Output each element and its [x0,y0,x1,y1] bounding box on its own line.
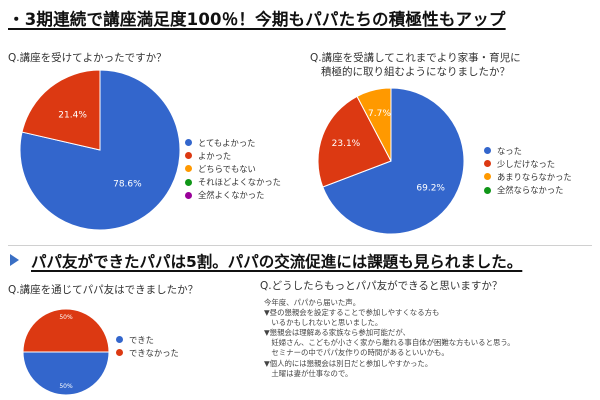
legend-label: 全然よくなかった [198,190,265,201]
pie-slice [322,87,465,235]
pie-data-label: 78.6% [113,179,142,189]
legend-swatch [484,147,491,155]
legend-label: とてもよかった [198,137,256,148]
pie-slice [356,87,392,162]
pie-slice [22,308,110,353]
section-divider [8,245,592,246]
headline-papa-friends: パパ友ができたパパは5割。パパの交流促進には課題も見られました。 [10,250,522,272]
legend-label: なった [497,145,522,156]
comment-line: いるかもしれないと思いました。 [264,318,383,328]
comment-line: ▼懇親会は理解ある家族なら参加可能だが、 [264,328,410,338]
legend-item: あまりならなかった [484,170,572,183]
legend-item: 全然よくなかった [185,189,281,202]
comment-line: 妊婦さん、こどもが小さく家から離れる事自体が困難な方もいると思う。 [264,338,515,348]
legend-label: よかった [198,150,232,161]
pie-chart-papa-friends: 50% 50% [22,308,110,396]
legend-label: 少しだけなった [497,158,556,169]
legend-label: あまりならなかった [497,171,572,182]
legend-item: なった [484,144,572,157]
comment-line: ▼昼の懇親会を設定することで参加しやすくなる方も [264,308,440,318]
legend-label: できなかった [129,347,179,358]
pie-slice [21,69,101,151]
legend-item: 少しだけなった [484,157,572,170]
pie-data-label: 7.7% [368,109,391,119]
legend-swatch [484,186,491,194]
legend-swatch [116,336,123,344]
pie-chart-satisfaction: 78.6% 21.4% [19,69,181,231]
legend-swatch [116,349,123,357]
comment-line: ▼個人的には懇親会は別日だと参加しやすかった。 [264,358,433,368]
pie-slice [22,351,110,396]
legend-item: よかった [185,149,281,162]
legend-label: それほどよくなかった [198,177,281,188]
legend-label: 全然ならなかった [497,185,564,196]
pie-data-label: 50% [59,314,73,321]
pie-chart-housework: 69.2% 23.1% 7.7% [317,87,465,235]
question-2-title-line-2: 積極的に取り組むようになりましたか？ [321,66,510,78]
legend-swatch [484,160,491,168]
headline-satisfaction: ・3期連続で講座満足度100％！今期もパパたちの積極性もアップ [8,10,506,29]
question-3-title: Q.講座を通じてパパ友はできましたか？ [8,284,199,296]
pie-data-label: 50% [59,383,73,390]
legend-item: どちらでもない [185,162,281,175]
parent-comments: 今年度、パパから届いた声。 ▼昼の懇親会を設定することで参加しやすくなる方も いる… [264,298,594,379]
legend-swatch [185,165,192,173]
arrow-right-icon [10,254,19,266]
legend-item: できなかった [116,346,179,359]
legend-item: できた [116,333,179,346]
question-2-title: Q.講座を受講してこれまでより家事・育児に 積極的に取り組むようになりましたか？ [310,51,521,79]
pie-data-label: 23.1% [332,139,361,149]
pie-data-label: 21.4% [58,111,87,121]
legend-swatch [185,152,192,160]
comment-line: 今年度、パパから届いた声。 [264,298,361,307]
legend-label: どちらでもない [198,163,256,174]
pie-slice [317,95,392,188]
legend-swatch [185,139,192,147]
comment-line: セミナーの中でパパ友作りの時間があるといいかも。 [264,348,449,358]
legend-swatch [484,173,491,181]
question-4-title: Q.どうしたらもっとパパ友ができると思いますか？ [260,280,503,292]
legend-papa-friends: できた できなかった [116,333,179,359]
legend-item: とてもよかった [185,136,281,149]
legend-label: できた [129,334,154,345]
legend-item: 全然ならなかった [484,184,572,197]
question-2-title-line-1: Q.講座を受講してこれまでより家事・育児に [310,52,521,64]
legend-item: それほどよくなかった [185,176,281,189]
question-1-title: Q.講座を受けてよかったですか？ [8,52,167,64]
legend-satisfaction: とてもよかった よかったどちらでもないそれほどよくなかった 全然よくなかった [185,136,281,202]
legend-housework: なった少しだけなったあまりならなかった 全然ならなかった [484,144,572,197]
pie-data-label: 69.2% [416,183,445,193]
legend-swatch [185,178,192,186]
legend-swatch [185,191,192,199]
comment-line: 土曜は妻が仕事なので。 [264,368,353,378]
